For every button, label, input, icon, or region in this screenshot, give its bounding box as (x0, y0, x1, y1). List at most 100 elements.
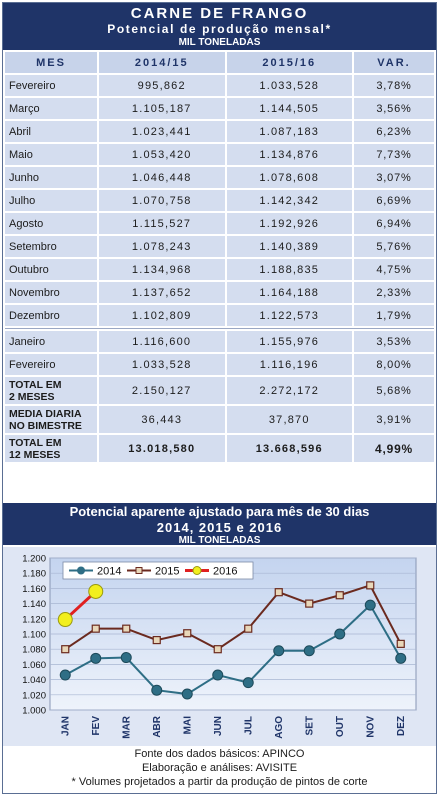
month-cell: Janeiro (5, 331, 97, 352)
x-tick-label: MAR (121, 715, 132, 739)
variation-cell: 5,76% (354, 236, 434, 257)
point-2014 (212, 669, 224, 681)
total-2-label-l1: TOTAL EM (9, 378, 62, 391)
total-2-label: TOTAL EM 2 MESES (5, 377, 97, 404)
table-row: Novembro 1.137,652 1.164,188 2,33% (5, 282, 434, 303)
value-2014-15-cell: 1.070,758 (99, 190, 225, 211)
value-2015-16-cell: 1.188,835 (226, 259, 352, 280)
point-2014 (90, 652, 102, 664)
variation-cell: 6,69% (354, 190, 434, 211)
point-2015 (122, 624, 131, 633)
table-header: CARNE DE FRANGO Potencial de produção me… (3, 3, 436, 50)
y-tick-label: 1.080 (22, 645, 46, 656)
table-row: Abril 1.023,441 1.087,183 6,23% (5, 121, 434, 142)
value-2014-15-cell: 1.023,441 (99, 121, 225, 142)
y-tick-label: 1.160 (22, 584, 46, 595)
value-2015-16-cell: 1.087,183 (226, 121, 352, 142)
legend-label-2015: 2015 (155, 566, 179, 578)
month-cell: Setembro (5, 236, 97, 257)
point-2014 (334, 628, 346, 640)
total-2-months-row: TOTAL EM 2 MESES 2.150,127 2.272,172 5,68… (5, 377, 434, 404)
value-2014-15-cell: 1.115,527 (99, 213, 225, 234)
month-cell: Dezembro (5, 305, 97, 326)
table-row: Janeiro 1.116,600 1.155,976 3,53% (5, 331, 434, 352)
month-cell: Outubro (5, 259, 97, 280)
table-subtitle: Potencial de produção mensal* (107, 22, 332, 36)
total-12-b: 13.668,596 (226, 435, 352, 462)
point-2015 (274, 588, 283, 597)
value-2015-16-cell: 1.164,188 (226, 282, 352, 303)
value-2015-16-cell: 1.033,528 (226, 75, 352, 96)
table-header-row: MES 2014/15 2015/16 VAR. (5, 52, 434, 73)
y-tick-label: 1.000 (22, 706, 46, 717)
value-2015-16-cell: 1.122,573 (226, 305, 352, 326)
legend-label-2014: 2014 (97, 566, 121, 578)
value-2014-15-cell: 1.105,187 (99, 98, 225, 119)
point-2015 (396, 639, 405, 648)
total-2-b: 2.272,172 (226, 377, 352, 404)
point-2015 (366, 581, 375, 590)
x-tick-label: JUL (243, 716, 254, 735)
point-2016 (88, 583, 104, 599)
series-line-2015 (64, 584, 402, 651)
legend-marker-2016 (192, 566, 202, 575)
value-2015-16-cell: 1.078,608 (226, 167, 352, 188)
x-tick-label: DEZ (396, 716, 407, 736)
col-header-2014-15: 2014/15 (99, 52, 225, 73)
value-2014-15-cell: 995,862 (99, 75, 225, 96)
total-12-label: TOTAL EM 12 MESES (5, 435, 97, 462)
y-tick-label: 1.040 (22, 675, 46, 686)
total-12-label-l1: TOTAL EM (9, 436, 62, 449)
y-tick-label: 1.120 (22, 614, 46, 625)
value-2015-16-cell: 1.140,389 (226, 236, 352, 257)
chart-title: Potencial aparente ajustado para mês de … (69, 504, 370, 519)
y-tick-label: 1.140 (22, 599, 46, 610)
point-2014 (59, 669, 71, 681)
x-tick-label: OUT (335, 716, 346, 737)
variation-cell: 1,79% (354, 305, 434, 326)
value-2014-15-cell: 1.102,809 (99, 305, 225, 326)
month-cell: Julho (5, 190, 97, 211)
table-row: Setembro 1.078,243 1.140,389 5,76% (5, 236, 434, 257)
total-2-label-l2: 2 MESES (9, 390, 55, 403)
table-row: Fevereiro 1.033,528 1.116,196 8,00% (5, 354, 434, 375)
x-tick-label: FEV (91, 716, 102, 736)
x-tick-label: MAI (182, 716, 193, 735)
production-table: MES 2014/15 2015/16 VAR. Fevereiro 995,86… (3, 50, 436, 464)
point-2014 (120, 652, 132, 664)
legend-marker-2014 (77, 566, 85, 575)
table-row: Junho 1.046,448 1.078,608 3,07% (5, 167, 434, 188)
total-2-a: 2.150,127 (99, 377, 225, 404)
point-2015 (244, 624, 253, 633)
value-2014-15-cell: 1.053,420 (99, 144, 225, 165)
total-12-months-row: TOTAL EM 12 MESES 13.018,580 13.668,596 4… (5, 435, 434, 462)
variation-cell: 6,23% (354, 121, 434, 142)
table-row: Fevereiro 995,862 1.033,528 3,78% (5, 75, 434, 96)
y-tick-label: 1.060 (22, 660, 46, 671)
variation-cell: 3,78% (354, 75, 434, 96)
value-2014-15-cell: 1.046,448 (99, 167, 225, 188)
table-row: Julho 1.070,758 1.142,342 6,69% (5, 190, 434, 211)
table-unit: MIL TONELADAS (178, 37, 261, 48)
production-line-chart: 1.000 1.020 1.040 1.060 1.080 1.100 1.120 1.140… (3, 547, 436, 746)
footer-author: Elaboração e análises: AVISITE (141, 762, 298, 774)
variation-cell: 8,00% (354, 354, 434, 375)
value-2014-15-cell: 1.137,652 (99, 282, 225, 303)
y-tick-label: 1.200 (22, 554, 46, 565)
media-b: 37,870 (226, 406, 352, 433)
point-2015 (183, 629, 192, 638)
variation-cell: 3,56% (354, 98, 434, 119)
bimester-rows: Janeiro 1.116,600 1.155,976 3,53% Fevereiro 1… (5, 331, 434, 375)
table-row: Maio 1.053,420 1.134,876 7,73% (5, 144, 434, 165)
chart-header: Potencial aparente ajustado para mês de … (3, 503, 436, 546)
total-12-var: 4,99% (354, 435, 434, 462)
table-row: Outubro 1.134,968 1.188,835 4,75% (5, 259, 434, 280)
month-cell: Maio (5, 144, 97, 165)
year-separator (5, 328, 434, 329)
y-tick-label: 1.180 (22, 569, 46, 580)
variation-cell: 3,07% (354, 167, 434, 188)
media-label-l2: NO BIMESTRE (9, 419, 82, 432)
variation-cell: 6,94% (354, 213, 434, 234)
y-tick-label: 1.020 (22, 690, 46, 701)
separator-line (5, 328, 434, 329)
